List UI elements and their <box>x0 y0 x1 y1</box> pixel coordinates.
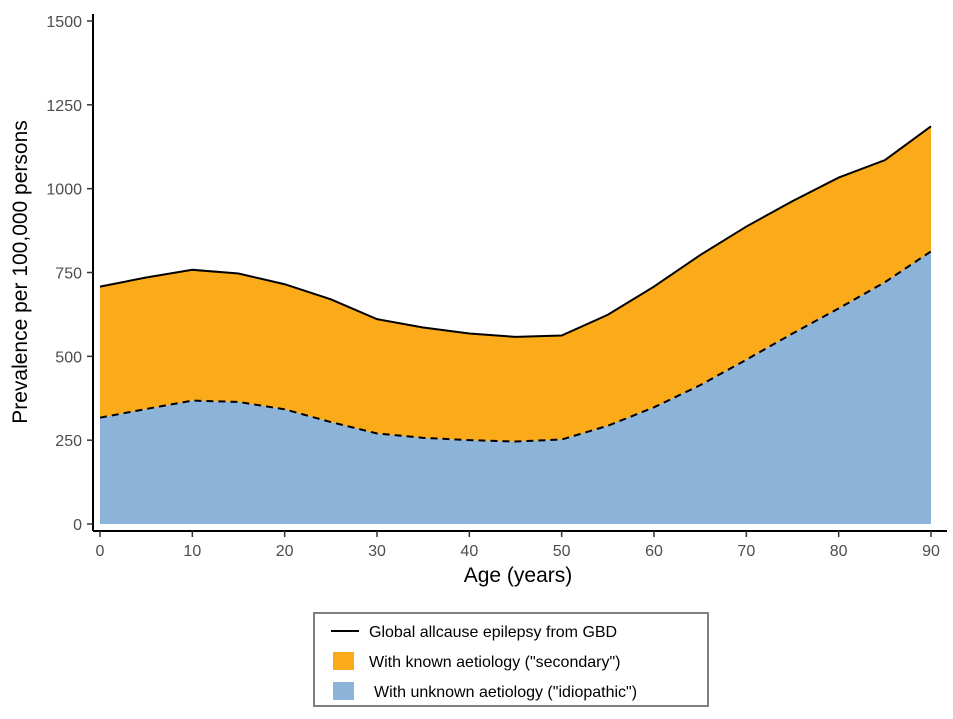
x-tick-label: 10 <box>183 543 201 560</box>
y-tick-label: 500 <box>55 349 82 366</box>
x-axis-title: Age (years) <box>464 564 573 587</box>
x-tick-label: 30 <box>368 543 386 560</box>
idiopathic-boundary-line <box>99 250 932 443</box>
x-tick-label: 70 <box>737 543 755 560</box>
x-tick-label: 80 <box>830 543 848 560</box>
y-tick-label: 1500 <box>46 14 82 31</box>
y-tick-label: 1000 <box>46 182 82 199</box>
plot-lines <box>99 125 932 443</box>
x-tick-label: 50 <box>553 543 571 560</box>
x-tick-label: 60 <box>645 543 663 560</box>
plot-areas <box>100 126 931 524</box>
legend-box <box>313 612 709 707</box>
x-tick-label: 40 <box>460 543 478 560</box>
y-tick-label: 0 <box>73 517 82 534</box>
y-tick-label: 750 <box>55 266 82 283</box>
y-ticks: 0 250 500 750 1000 1250 1500 <box>46 14 93 534</box>
y-axis-title: Prevalence per 100,000 persons <box>9 120 32 424</box>
legend-key-secondary <box>333 652 354 670</box>
area-secondary <box>100 126 931 442</box>
x-tick-label: 20 <box>276 543 294 560</box>
y-tick-label: 250 <box>55 433 82 450</box>
legend-label-gbd: Global allcause epilepsy from GBD <box>369 624 617 641</box>
legend-label-secondary: With known aetiology ("secondary") <box>369 654 620 671</box>
gbd-total-line <box>99 125 932 338</box>
legend-key-idiopathic <box>333 682 354 700</box>
y-tick-label: 1250 <box>46 98 82 115</box>
x-tick-label: 90 <box>922 543 940 560</box>
x-tick-label: 0 <box>96 543 105 560</box>
area-idiopathic <box>100 251 931 524</box>
x-ticks: 0 10 20 30 40 50 60 70 80 90 <box>96 531 940 560</box>
legend-label-idiopathic: With unknown aetiology ("idiopathic") <box>374 684 637 701</box>
legend: Global allcause epilepsy from GBD With k… <box>313 612 709 707</box>
